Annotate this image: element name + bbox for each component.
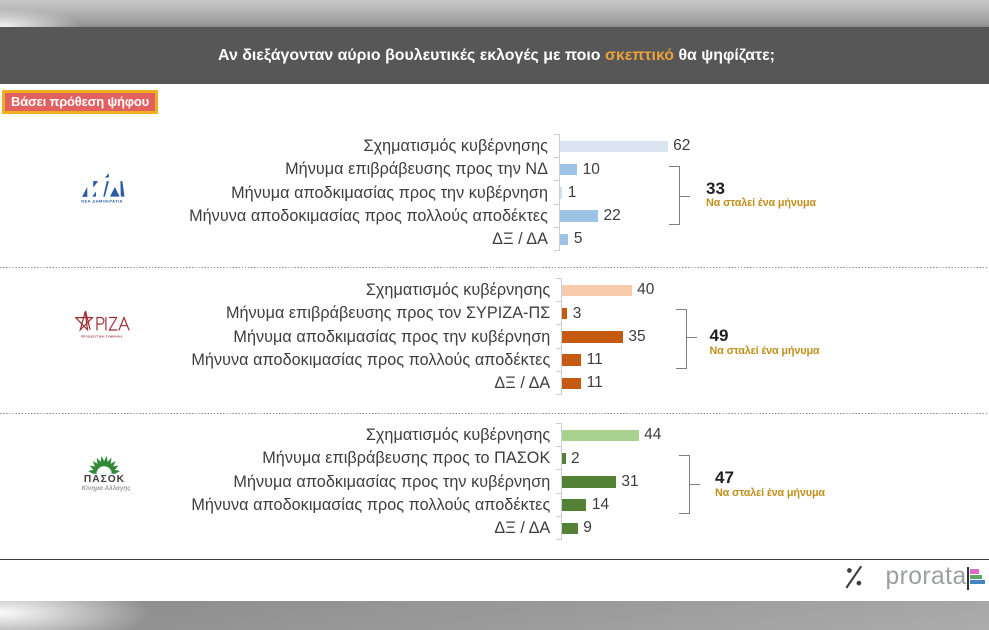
svg-text:Κίνημα Αλλαγής: Κίνημα Αλλαγής (82, 484, 132, 492)
svg-text:ΠΑΣΟΚ: ΠΑΣΟΚ (84, 474, 125, 485)
svg-text:ΝΕΑ ΔΗΜΟΚΡΑΤΙΑ: ΝΕΑ ΔΗΜΟΚΡΑΤΙΑ (81, 199, 122, 204)
svg-text:ΠΡΟΟΔΕΥΤΙΚΗ ΣΥΜΜΑΧΙΑ: ΠΡΟΟΔΕΥΤΙΚΗ ΣΥΜΜΑΧΙΑ (81, 334, 123, 338)
